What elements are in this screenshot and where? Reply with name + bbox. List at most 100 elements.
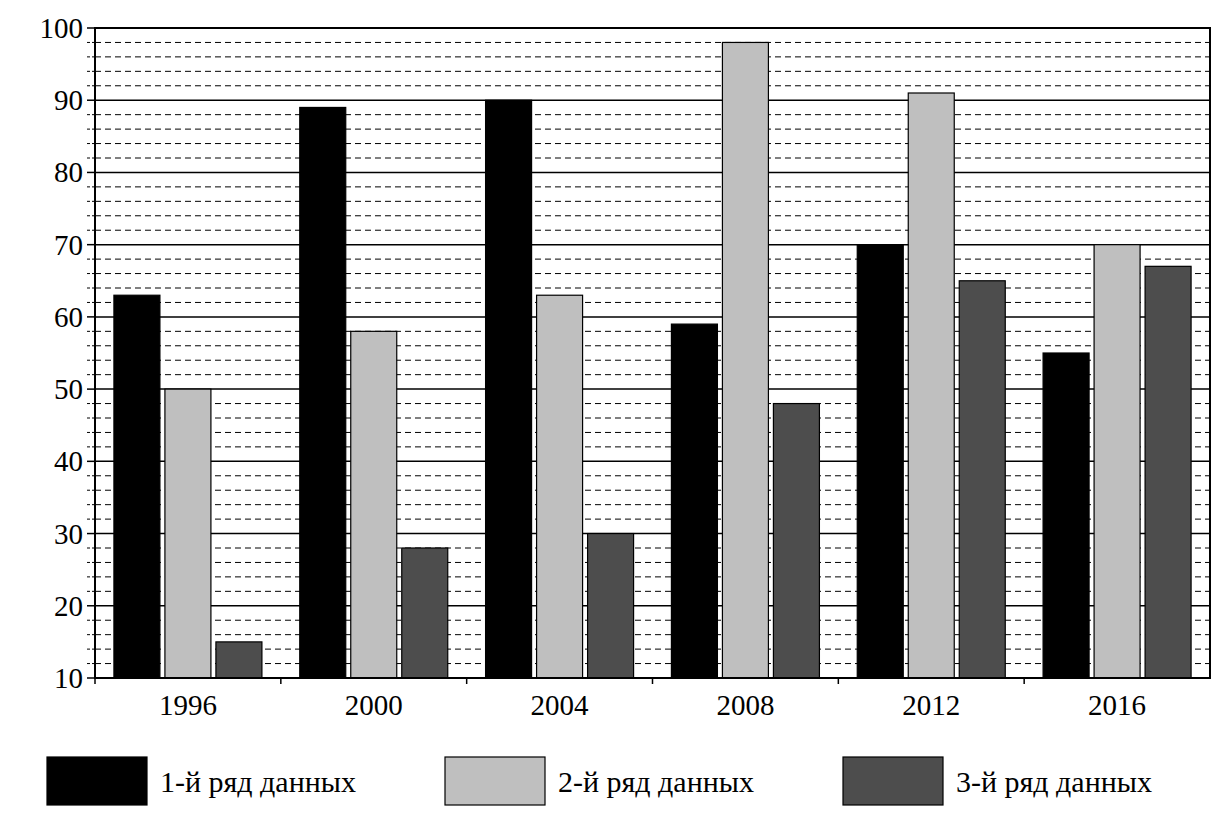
minor-tick: [87, 56, 95, 57]
minor-tick: [87, 201, 95, 202]
minor-grid-line: [95, 345, 1210, 346]
minor-grid-line: [95, 215, 1210, 216]
minor-tick: [87, 432, 95, 433]
minor-grid-line: [95, 56, 1210, 57]
minor-tick: [87, 230, 95, 231]
y-tick: [87, 461, 95, 463]
y-tick: [87, 533, 95, 535]
y-tick-label: 70: [54, 229, 83, 261]
bar: [216, 642, 262, 678]
minor-tick: [87, 288, 95, 289]
y-tick: [87, 388, 95, 390]
y-tick-label: 90: [54, 84, 83, 116]
minor-grid-line: [95, 71, 1210, 72]
grid-line: [95, 172, 1210, 174]
plot-frame: [95, 28, 1210, 678]
grid-line: [95, 244, 1210, 246]
x-tick-label: 2016: [1088, 689, 1146, 721]
minor-grid-line: [95, 273, 1210, 274]
bar: [537, 295, 583, 678]
bar: [908, 93, 954, 678]
x-tick: [838, 678, 840, 684]
x-tick-label: 2008: [716, 689, 774, 721]
minor-tick: [87, 273, 95, 274]
minor-tick: [87, 331, 95, 332]
y-tick: [87, 316, 95, 318]
minor-tick: [87, 345, 95, 346]
y-tick-label: 10: [54, 662, 83, 694]
minor-tick: [87, 562, 95, 563]
bar: [588, 534, 634, 678]
minor-tick: [87, 649, 95, 650]
y-tick-label: 50: [54, 373, 83, 405]
minor-tick: [87, 620, 95, 621]
grid-line: [95, 316, 1210, 318]
x-tick: [94, 678, 96, 684]
minor-grid-line: [95, 143, 1210, 144]
y-tick-label: 60: [54, 301, 83, 333]
minor-tick: [87, 490, 95, 491]
minor-tick: [87, 71, 95, 72]
y-tick: [87, 605, 95, 607]
x-tick-label: 2012: [902, 689, 960, 721]
bar: [351, 331, 397, 678]
minor-tick: [87, 186, 95, 187]
minor-grid-line: [95, 288, 1210, 289]
minor-grid-line: [95, 42, 1210, 43]
y-tick-label: 20: [54, 590, 83, 622]
bar: [402, 548, 448, 678]
minor-grid-line: [95, 129, 1210, 130]
legend-label: 1-й ряд данных: [160, 765, 356, 798]
bar: [300, 107, 346, 678]
minor-grid-line: [95, 259, 1210, 260]
grid-line: [95, 99, 1210, 101]
minor-tick: [87, 259, 95, 260]
legend-label: 3-й ряд данных: [956, 765, 1152, 798]
y-tick: [87, 99, 95, 101]
chart-svg: 1020304050607080901001996200020042008201…: [0, 0, 1230, 820]
minor-tick: [87, 634, 95, 635]
minor-tick: [87, 576, 95, 577]
minor-tick: [87, 114, 95, 115]
x-tick: [652, 678, 654, 684]
minor-tick: [87, 519, 95, 520]
bar: [1094, 245, 1140, 678]
minor-grid-line: [95, 302, 1210, 303]
minor-grid-line: [95, 114, 1210, 115]
legend-swatch: [843, 757, 943, 805]
legend-swatch: [445, 757, 545, 805]
bar: [1145, 266, 1191, 678]
y-tick: [87, 172, 95, 174]
bar: [1043, 353, 1089, 678]
minor-grid-line: [95, 186, 1210, 187]
minor-grid-line: [95, 201, 1210, 202]
minor-grid-line: [95, 230, 1210, 231]
minor-tick: [87, 418, 95, 419]
minor-tick: [87, 143, 95, 144]
minor-grid-line: [95, 85, 1210, 86]
y-tick: [87, 244, 95, 246]
legend-label: 2-й ряд данных: [558, 765, 754, 798]
minor-tick: [87, 548, 95, 549]
minor-tick: [87, 302, 95, 303]
y-tick: [87, 27, 95, 29]
plot-background: [95, 28, 1210, 678]
minor-tick: [87, 360, 95, 361]
minor-tick: [87, 374, 95, 375]
x-tick-label: 1996: [159, 689, 217, 721]
minor-tick: [87, 446, 95, 447]
x-tick: [466, 678, 468, 684]
bar: [959, 281, 1005, 678]
bar: [722, 42, 768, 678]
y-tick-label: 100: [40, 12, 84, 44]
x-tick-label: 2000: [345, 689, 403, 721]
x-tick-label: 2004: [531, 689, 590, 721]
minor-tick: [87, 504, 95, 505]
bar: [165, 389, 211, 678]
minor-tick: [87, 475, 95, 476]
bar: [486, 100, 532, 678]
legend-swatch: [47, 757, 147, 805]
bars: [114, 42, 1191, 678]
chart-root: 1020304050607080901001996200020042008201…: [0, 0, 1230, 820]
x-tick: [1023, 678, 1025, 684]
